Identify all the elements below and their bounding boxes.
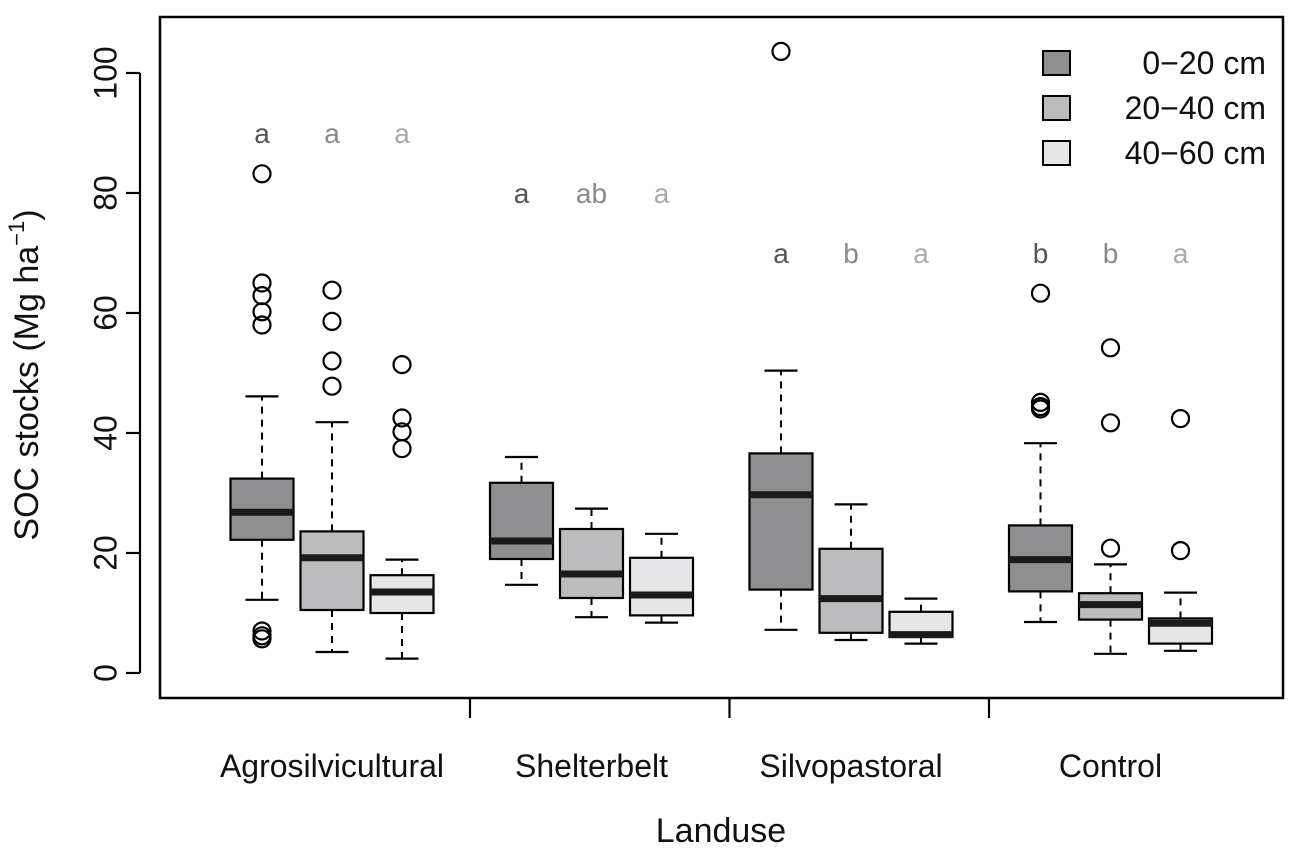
outlier-point: [252, 302, 272, 322]
outlier-point: [1100, 413, 1121, 433]
significance-letter: a: [324, 118, 340, 149]
box-1: a: [488, 178, 555, 586]
y-ticks: 0 20 40 60 80 100: [87, 46, 140, 682]
outlier-point: [322, 311, 342, 331]
outlier-point: [252, 164, 272, 184]
y-tick-label: 20: [87, 535, 123, 571]
box-2: a: [299, 118, 365, 654]
x-category-label: Control: [1059, 748, 1162, 784]
outlier-point: [252, 621, 272, 641]
outlier-point: [322, 280, 342, 300]
box-2: b: [1077, 238, 1144, 655]
box-3: a: [888, 238, 954, 645]
significance-letter: a: [254, 118, 270, 149]
iqr-box: [488, 481, 555, 561]
outlier-point: [322, 376, 342, 396]
iqr-box: [748, 452, 814, 591]
outlier-point: [1030, 283, 1051, 303]
significance-letter: b: [1103, 238, 1119, 269]
box-2: ab: [558, 178, 625, 619]
iqr-box: [818, 547, 884, 634]
outlier-point: [322, 351, 342, 371]
legend-swatch: [1042, 140, 1071, 166]
legend-swatch: [1042, 95, 1071, 121]
box-1: b: [1007, 238, 1074, 624]
outlier-point: [1100, 538, 1121, 558]
outlier-point: [252, 315, 272, 335]
box-3: a: [369, 118, 435, 660]
y-tick-label: 80: [87, 175, 123, 211]
x-category-labels: Agrosilvicultural Shelterbelt Silvopastora…: [220, 748, 1162, 784]
x-category-label: Agrosilvicultural: [220, 748, 444, 784]
significance-letter: a: [514, 178, 530, 209]
legend-swatch: [1042, 50, 1071, 76]
outlier-point: [252, 286, 272, 306]
x-category-label: Shelterbelt: [515, 748, 668, 784]
y-tick-label: 100: [87, 46, 123, 99]
iqr-box: [299, 530, 365, 612]
plot-content: a a aa ab aa b a b b a: [229, 41, 1214, 660]
y-tick-label: 60: [87, 295, 123, 331]
x-category-label: Silvopastoral: [759, 748, 942, 784]
outlier-point: [1100, 338, 1121, 358]
legend: 0−20 cm 20−40 cm 40−60 cm: [1042, 45, 1266, 171]
outlier-point: [252, 273, 272, 293]
box-3: a: [1147, 238, 1214, 652]
significance-letter: a: [394, 118, 410, 149]
outlier-point: [1170, 409, 1191, 429]
box-1: a: [229, 118, 295, 649]
outlier-point: [1030, 399, 1051, 419]
x-axis-title: Landuse: [656, 812, 786, 850]
plot-frame: [158, 15, 1285, 700]
outlier-point: [392, 439, 412, 459]
significance-letter: a: [1173, 238, 1189, 269]
outlier-point: [392, 408, 412, 428]
box-1: a: [748, 41, 814, 631]
box-group-shelterbelt: a ab a: [488, 178, 695, 624]
outlier-point: [1170, 540, 1191, 561]
significance-letter: ab: [576, 178, 607, 209]
y-axis-title: SOC stocks (Mg ha−1): [4, 209, 46, 540]
y-tick-label: 40: [87, 415, 123, 451]
y-axis: 0 20 40 60 80 100: [87, 46, 142, 682]
outlier-point: [252, 629, 272, 649]
iqr-box: [558, 527, 625, 600]
legend-label: 40−60 cm: [1125, 135, 1266, 171]
legend-label: 20−40 cm: [1125, 90, 1266, 126]
box-2: b: [818, 238, 884, 642]
y-axis-title-main: SOC stocks (Mg ha: [8, 246, 46, 541]
y-axis-title-superscript: −1: [4, 221, 29, 246]
significance-letter: a: [913, 238, 929, 269]
outlier-point: [392, 355, 412, 375]
box-3: a: [628, 178, 695, 624]
significance-letter: a: [773, 238, 789, 269]
significance-letter: b: [1033, 238, 1049, 269]
iqr-box: [628, 556, 695, 617]
outlier-point: [771, 41, 791, 62]
significance-letter: a: [654, 178, 670, 209]
significance-letter: b: [843, 238, 859, 269]
legend-label: 0−20 cm: [1142, 45, 1266, 81]
x-group-dividers: [468, 698, 991, 718]
x-axis: Agrosilvicultural Shelterbelt Silvopastora…: [220, 698, 1162, 784]
y-tick-label: 0: [87, 664, 123, 682]
y-axis-title-close: ): [8, 209, 46, 220]
